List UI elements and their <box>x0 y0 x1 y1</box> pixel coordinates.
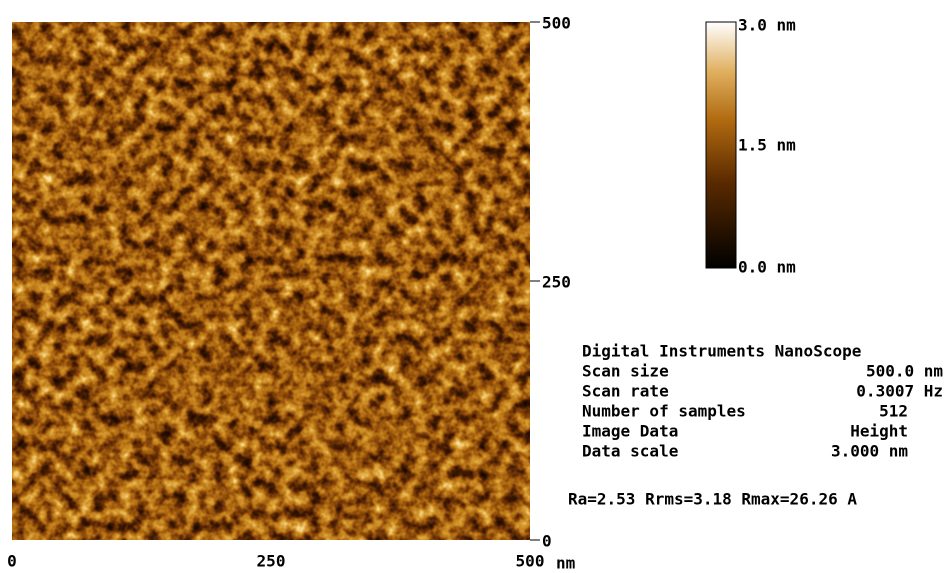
afm-image <box>12 22 530 540</box>
x-tick-label: 500 <box>516 552 545 571</box>
info-value: Height <box>850 422 908 441</box>
color-label: 3.0 nm <box>738 16 796 35</box>
info-value: 500.0 nm <box>866 362 943 381</box>
color-label: 0.0 nm <box>738 258 796 277</box>
y-tick-label: 500 <box>542 14 571 33</box>
afm-figure: 500 250 0 0 250 500 nm 3.0 nm 1.5 nm 0.0… <box>0 0 948 573</box>
x-tick-label: 0 <box>7 552 17 571</box>
roughness: Ra=2.53 Rrms=3.18 Rmax=26.26 A <box>568 490 857 509</box>
info-key: Image Data <box>582 422 678 441</box>
info-value: 0.3007 Hz <box>856 382 943 401</box>
info-title: Digital Instruments NanoScope <box>582 342 861 361</box>
color-label: 1.5 nm <box>738 136 796 155</box>
y-tick-label: 0 <box>542 532 552 551</box>
info-key: Number of samples <box>582 402 746 421</box>
info-key: Scan rate <box>582 382 669 401</box>
y-tick-label: 250 <box>542 273 571 292</box>
info-value: 3.000 nm <box>831 442 908 461</box>
x-tick-label: 250 <box>257 552 286 571</box>
info-key: Scan size <box>582 362 669 381</box>
color-bar <box>706 22 736 268</box>
info-value: 512 <box>879 402 908 421</box>
x-unit: nm <box>556 554 576 573</box>
info-key: Data scale <box>582 442 678 461</box>
